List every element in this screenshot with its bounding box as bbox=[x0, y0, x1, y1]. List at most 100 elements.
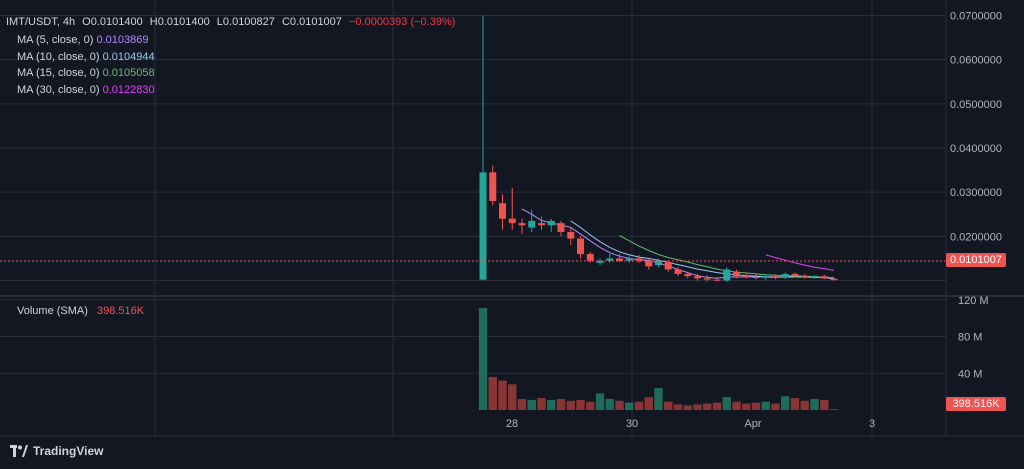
ma-line bbox=[765, 254, 835, 271]
volume-bar bbox=[654, 387, 663, 410]
axis-tick-labels: 0.0700000 0.0600000 0.0500000 0.0400000 0.03… bbox=[506, 10, 1002, 430]
volume-bar bbox=[547, 399, 556, 410]
candle-body bbox=[596, 260, 604, 263]
price-tick-label: 0.0400000 bbox=[950, 143, 1002, 155]
volume-bar bbox=[615, 400, 624, 410]
volume-bar bbox=[790, 398, 800, 410]
candle-body bbox=[567, 231, 575, 239]
volume-bar bbox=[595, 393, 605, 410]
price-tick-label: 0.0600000 bbox=[950, 55, 1002, 67]
ma-line bbox=[570, 220, 835, 279]
volume-bar bbox=[829, 409, 839, 411]
brand-name: TradingView bbox=[33, 444, 104, 458]
candle-body bbox=[547, 220, 555, 226]
candle-body bbox=[703, 278, 711, 280]
candle-body bbox=[508, 218, 516, 224]
ma-value: 0.0104944 bbox=[102, 50, 155, 63]
tradingview-logo[interactable]: TradingView bbox=[10, 444, 103, 458]
time-tick-label: 30 bbox=[626, 418, 638, 430]
volume-bar bbox=[751, 402, 761, 410]
volume-bar bbox=[761, 401, 770, 410]
volume-bar bbox=[517, 398, 527, 410]
ma-legend-item[interactable]: MA (10, close, 0) 0.0104944 bbox=[17, 50, 155, 63]
volume-tick-label: 40 M bbox=[958, 368, 982, 380]
open-value: O0.0101400 bbox=[82, 16, 143, 28]
candle-body bbox=[538, 223, 545, 226]
volume-bar bbox=[781, 396, 790, 410]
volume-bar bbox=[703, 403, 712, 410]
time-tick-label: Apr bbox=[744, 418, 761, 430]
symbol-label[interactable]: IMT/USDT, 4h bbox=[6, 16, 76, 28]
volume-bar bbox=[488, 376, 497, 410]
ma-legend-item[interactable]: MA (5, close, 0) 0.0103869 bbox=[17, 34, 149, 46]
volume-bar bbox=[605, 398, 614, 410]
candle-body bbox=[528, 220, 536, 228]
ma-legend-item[interactable]: MA (30, close, 0) 0.0122830 bbox=[17, 83, 155, 96]
price-tick-label: 0.0200000 bbox=[950, 231, 1002, 243]
volume-bar bbox=[683, 405, 692, 410]
tradingview-icon bbox=[10, 445, 28, 457]
last-price-tag: 0.0101007 bbox=[946, 253, 1006, 267]
volume-bar bbox=[634, 401, 644, 410]
price-tick-label: 0.0700000 bbox=[950, 10, 1002, 22]
candle-body bbox=[830, 278, 838, 281]
volume-bar bbox=[586, 401, 595, 410]
volume-bar bbox=[742, 403, 751, 410]
candle-body bbox=[625, 258, 633, 261]
volume-bar bbox=[566, 400, 575, 410]
volume-bar bbox=[732, 401, 741, 410]
candle-body bbox=[616, 258, 623, 261]
volume-bar bbox=[498, 380, 507, 410]
volume-bar bbox=[771, 403, 780, 410]
volume-bar bbox=[644, 397, 653, 410]
candle-body bbox=[557, 223, 565, 232]
candle-body bbox=[586, 254, 594, 261]
volume-tag: 398.516K bbox=[946, 397, 1006, 411]
volume-legend[interactable]: Volume (SMA) 398.516K bbox=[17, 305, 144, 317]
candle-body bbox=[820, 276, 828, 279]
candle-body bbox=[772, 276, 779, 278]
volume-bar bbox=[722, 397, 731, 410]
volume-bar bbox=[693, 404, 702, 410]
candle-body bbox=[499, 203, 506, 219]
volume-bar bbox=[664, 401, 673, 410]
change-value: −0.0000393 (−0.39%) bbox=[348, 16, 456, 28]
high-value: H0.0101400 bbox=[149, 16, 210, 28]
candle-body bbox=[518, 223, 526, 226]
price-tick-label: 0.0300000 bbox=[950, 187, 1002, 199]
axes bbox=[0, 0, 1024, 437]
candle-body bbox=[694, 276, 701, 279]
ma-value: 0.0103869 bbox=[96, 34, 149, 46]
candle-body bbox=[684, 273, 692, 277]
volume-bar bbox=[820, 399, 829, 410]
ma-legend-item[interactable]: MA (15, close, 0) 0.0105058 bbox=[17, 67, 155, 79]
volume-bar bbox=[673, 404, 683, 410]
ohlc-header: IMT/USDT, 4h O0.0101400 H0.0101400 L0.01… bbox=[6, 16, 459, 28]
volume-bar bbox=[527, 399, 536, 410]
candle-body bbox=[606, 258, 614, 261]
price-tick-label: 0.0500000 bbox=[950, 99, 1002, 111]
volume-bar bbox=[508, 384, 517, 410]
volume-bars bbox=[478, 308, 839, 411]
volume-label: Volume (SMA) bbox=[17, 305, 88, 317]
candle-body bbox=[645, 260, 653, 267]
candle-body bbox=[791, 273, 799, 277]
candle-body bbox=[733, 271, 740, 277]
volume-bar bbox=[556, 398, 566, 410]
volume-bar bbox=[537, 398, 546, 410]
candle-body bbox=[801, 276, 809, 278]
time-tick-label: 28 bbox=[506, 418, 518, 430]
volume-bar bbox=[810, 398, 819, 410]
candle-body bbox=[489, 172, 497, 202]
ma-legend: MA (5, close, 0) 0.0103869 MA (10, close… bbox=[17, 32, 155, 98]
candle-body bbox=[742, 276, 750, 278]
low-value: L0.0100827 bbox=[216, 16, 275, 28]
candle-body bbox=[635, 258, 643, 261]
candle-body bbox=[479, 172, 487, 280]
volume-tick-label: 80 M bbox=[958, 332, 982, 344]
volume-tick-label: 120 M bbox=[958, 295, 989, 307]
candle-body bbox=[713, 279, 721, 281]
candle-body bbox=[781, 273, 789, 278]
candle-body bbox=[577, 238, 584, 255]
